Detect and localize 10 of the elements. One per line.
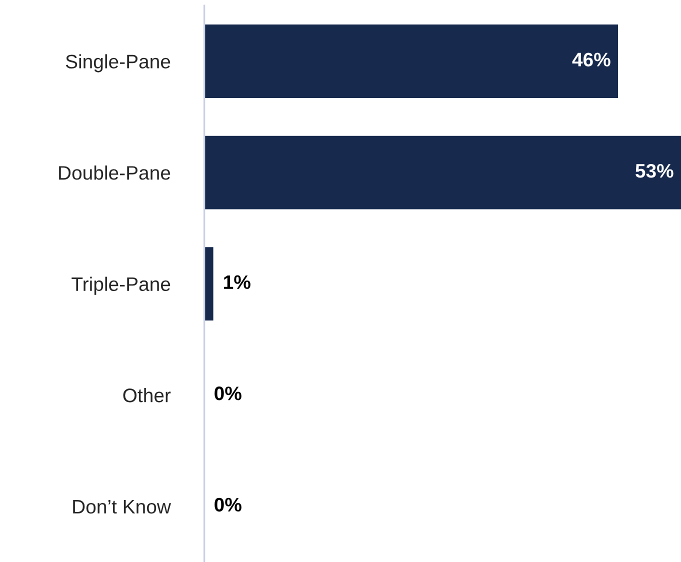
data-label: 0% bbox=[214, 498, 242, 512]
data-label: 53% bbox=[636, 164, 674, 178]
y-tick-label: Other bbox=[123, 388, 171, 402]
y-tick-label: Single-Pane bbox=[66, 54, 170, 72]
y-tick-label: Don’t Know bbox=[73, 500, 172, 514]
data-label: 46% bbox=[572, 52, 610, 66]
data-label: 0% bbox=[214, 386, 242, 400]
data-label: 1% bbox=[224, 275, 250, 289]
y-tick-label: Triple-Pane bbox=[72, 276, 170, 295]
y-tick-label: Double-Pane bbox=[59, 165, 170, 180]
